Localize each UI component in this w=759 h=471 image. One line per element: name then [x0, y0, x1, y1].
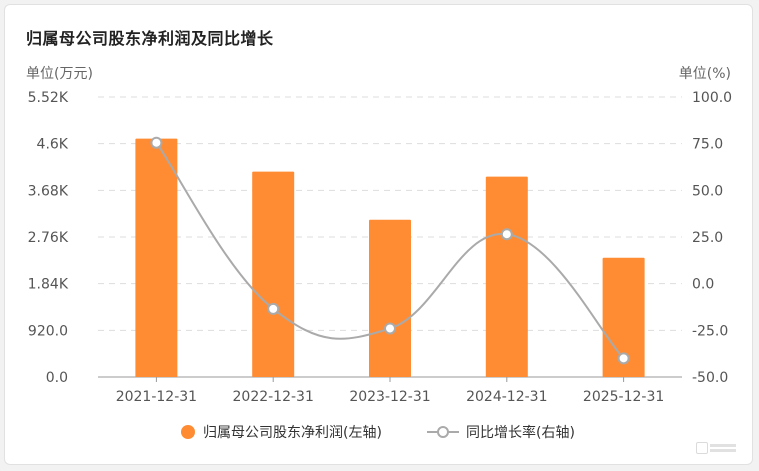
watermark-logo-icon — [696, 440, 740, 456]
right-tick-label: -25.0 — [692, 323, 728, 339]
growth-point — [150, 136, 163, 149]
bar — [369, 219, 411, 377]
growth-point — [267, 302, 280, 315]
legend-line-point — [437, 426, 449, 438]
x-tick-label: 2022-12-31 — [233, 389, 314, 405]
bar — [252, 171, 295, 377]
right-tick-label: -50.0 — [692, 370, 728, 386]
growth-point — [617, 352, 630, 365]
left-tick-label: 0.0 — [46, 370, 68, 386]
x-tick-label: 2021-12-31 — [116, 389, 197, 405]
left-tick-label: 920.0 — [28, 323, 68, 339]
growth-point — [384, 322, 396, 335]
left-tick-label: 4.6K — [37, 137, 69, 153]
right-tick-label: 100.0 — [692, 90, 732, 106]
legend-bar-label: 归属母公司股东净利润(左轴) — [203, 424, 382, 441]
left-axis-unit: 单位(万元) — [26, 66, 93, 82]
x-tick-label: 2025-12-31 — [583, 389, 664, 405]
left-tick-label: 5.52K — [28, 90, 69, 106]
chart-title: 归属母公司股东净利润及同比增长 — [26, 29, 274, 48]
right-tick-label: 25.0 — [692, 230, 723, 246]
right-axis-unit: 单位(%) — [678, 66, 731, 82]
right-tick-label: 50.0 — [692, 183, 723, 199]
right-tick-label: 0.0 — [692, 277, 714, 293]
left-tick-label: 2.76K — [28, 230, 69, 246]
right-tick-label: 75.0 — [692, 137, 723, 153]
legend-bar-marker — [181, 425, 195, 439]
x-tick-label: 2024-12-31 — [466, 389, 547, 405]
bar — [135, 138, 178, 377]
legend-line-label: 同比增长率(右轴) — [466, 424, 575, 441]
left-tick-label: 3.68K — [28, 183, 69, 199]
bar — [485, 176, 528, 377]
bar — [602, 257, 645, 377]
growth-point — [500, 228, 513, 241]
left-tick-label: 1.84K — [28, 277, 69, 293]
x-tick-label: 2023-12-31 — [349, 389, 430, 405]
